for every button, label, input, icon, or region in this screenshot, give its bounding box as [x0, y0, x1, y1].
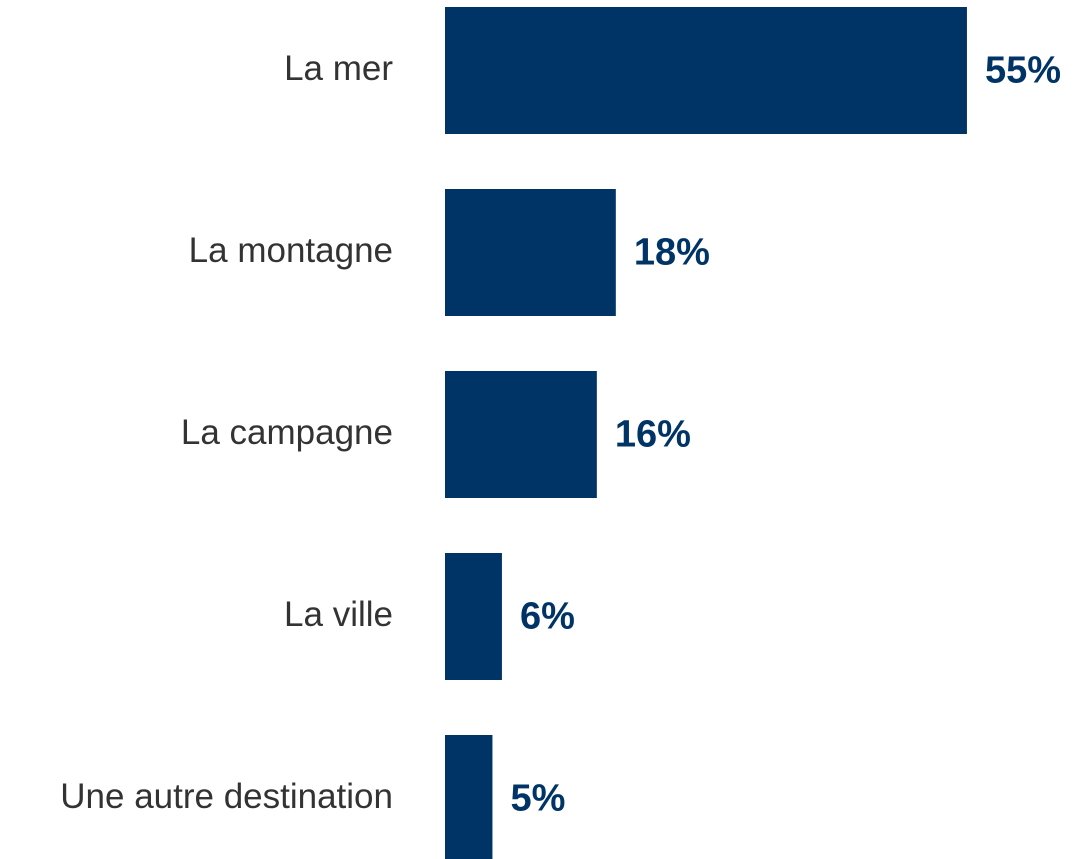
- value-label: 18%: [634, 232, 710, 274]
- value-label: 5%: [510, 778, 565, 820]
- category-label: La campagne: [181, 413, 393, 452]
- category-label: La ville: [284, 595, 393, 634]
- bar: [445, 371, 597, 498]
- bar: [445, 553, 502, 680]
- bar: [445, 735, 493, 859]
- bar: [445, 7, 967, 134]
- category-label: Une autre destination: [60, 777, 393, 816]
- value-label: 16%: [615, 414, 691, 456]
- category-label: La montagne: [189, 231, 393, 270]
- category-label: La mer: [284, 49, 393, 88]
- bar: [445, 189, 616, 316]
- value-label: 6%: [520, 596, 575, 638]
- value-label: 55%: [985, 50, 1061, 92]
